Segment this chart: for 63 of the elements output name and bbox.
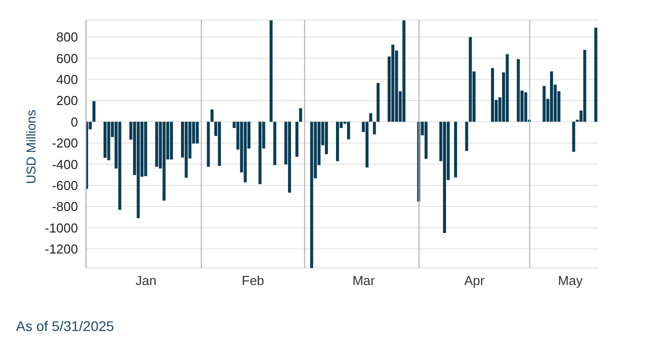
bar <box>184 122 188 178</box>
y-tick-label: -200 <box>52 136 78 151</box>
bar <box>118 122 122 210</box>
bar <box>376 82 380 122</box>
bar <box>206 122 210 167</box>
bar <box>454 122 458 178</box>
y-tick-label: 800 <box>56 30 78 45</box>
x-tick-label: Feb <box>242 273 264 288</box>
bar <box>550 71 554 122</box>
bar <box>295 122 298 157</box>
bar <box>258 122 262 184</box>
x-tick-label: Apr <box>464 273 486 288</box>
bar <box>324 122 328 154</box>
y-tick-label: -1200 <box>44 242 78 257</box>
bar <box>347 122 350 140</box>
bar <box>210 109 214 122</box>
bar <box>136 122 140 218</box>
bar <box>218 122 221 166</box>
y-tick-label: -400 <box>52 156 78 172</box>
bar <box>524 92 528 122</box>
x-tick-label: May <box>558 273 584 288</box>
bar <box>144 122 148 176</box>
bar <box>299 108 302 122</box>
bar <box>391 44 394 122</box>
bar <box>465 122 468 151</box>
bar <box>170 122 173 160</box>
bar <box>372 122 376 134</box>
y-tick-label: -600 <box>52 178 78 193</box>
bar <box>583 50 586 122</box>
bar <box>443 122 446 234</box>
bar <box>107 122 110 160</box>
x-tick-label: Mar <box>352 273 376 288</box>
bar <box>369 113 372 122</box>
bar <box>366 122 369 168</box>
bar <box>288 122 292 193</box>
bar <box>104 122 107 158</box>
bar <box>572 122 576 152</box>
bar <box>402 20 406 122</box>
y-tick-label: -800 <box>52 199 78 214</box>
bar <box>92 101 96 122</box>
bar <box>490 68 494 122</box>
bar <box>310 122 314 268</box>
y-tick-label: -1000 <box>44 220 78 236</box>
bar <box>196 122 199 144</box>
y-axis-title: USD Millions <box>24 109 39 184</box>
bar <box>336 122 340 162</box>
y-tick-label: 200 <box>56 93 78 108</box>
x-tick-label: Jan <box>135 273 156 288</box>
text: As of 5/31/2025 <box>16 318 116 334</box>
bar <box>594 28 598 122</box>
bar <box>270 20 273 122</box>
bar <box>542 86 546 122</box>
y-tick-label: 600 <box>56 50 78 66</box>
bar <box>244 122 247 182</box>
bar <box>468 36 472 122</box>
bar <box>506 54 509 122</box>
bar <box>273 122 276 166</box>
y-tick-label: 400 <box>56 72 78 87</box>
bar <box>424 122 428 159</box>
bar <box>162 122 166 201</box>
bar <box>516 59 520 122</box>
bar <box>155 122 158 167</box>
y-tick-label: 0 <box>70 114 78 130</box>
